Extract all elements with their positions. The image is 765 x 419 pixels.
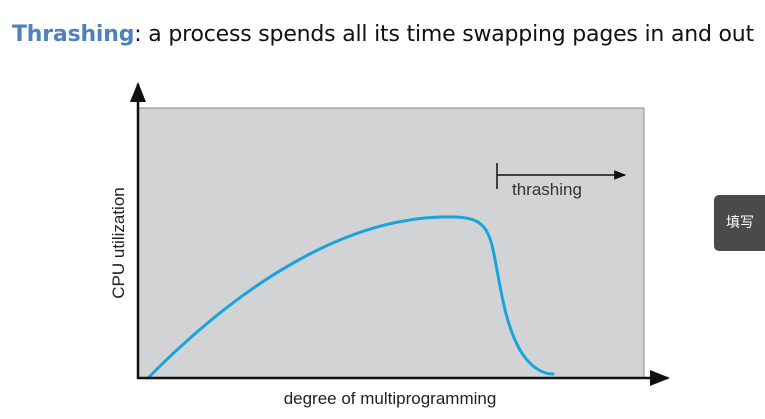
thrashing-region-label: thrashing	[512, 180, 582, 199]
cpu-utilization-curve	[146, 215, 555, 380]
title-term: Thrashing	[12, 22, 135, 47]
title-definition: : a process spends all its time swapping…	[134, 22, 754, 47]
y-axis-label: CPU utilization	[109, 187, 128, 299]
x-axis-label: degree of multiprogramming	[284, 389, 497, 408]
plot-area	[137, 107, 645, 379]
slide-title: Thrashing: a process spends all its time…	[12, 22, 754, 47]
side-feedback-button[interactable]: 填写	[714, 195, 765, 251]
